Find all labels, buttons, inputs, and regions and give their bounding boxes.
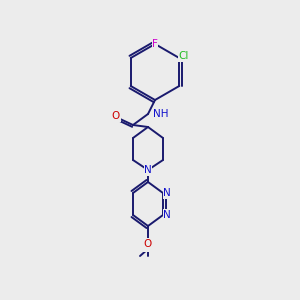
Text: O: O [112,111,120,121]
Text: N: N [144,165,152,175]
Text: N: N [163,188,171,198]
Text: O: O [144,239,152,249]
Text: F: F [152,39,158,49]
Text: NH: NH [153,109,169,119]
Text: O: O [144,241,152,251]
Text: Cl: Cl [178,51,188,61]
Text: N: N [163,210,171,220]
